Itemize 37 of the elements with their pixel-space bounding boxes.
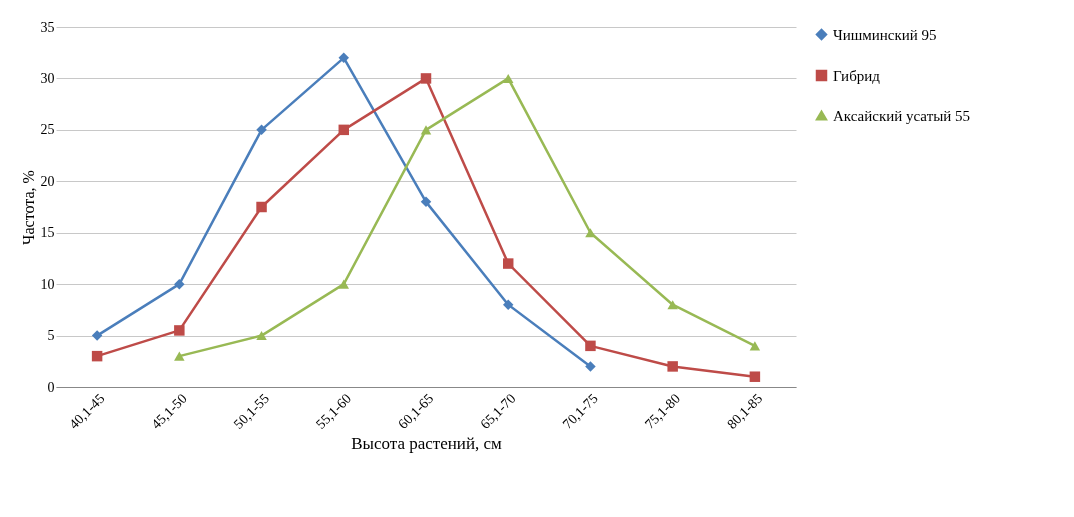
point	[174, 325, 185, 336]
point	[338, 124, 350, 136]
y-tick-label: 35	[40, 19, 55, 35]
point	[174, 351, 185, 361]
point	[502, 258, 514, 269]
y-tick-label: 20	[40, 173, 55, 189]
point	[502, 73, 514, 83]
legend-label: Аксайский усатый 55	[833, 107, 971, 124]
point	[256, 331, 267, 341]
point	[420, 73, 432, 84]
y-tick-label: 25	[40, 122, 55, 138]
point	[502, 299, 514, 310]
y-axis-title: Частота, %	[19, 170, 37, 245]
point	[91, 330, 103, 341]
point	[667, 300, 678, 310]
point	[749, 341, 761, 351]
point	[420, 125, 432, 135]
point	[91, 350, 103, 362]
y-tick-label: 30	[40, 70, 55, 86]
point	[338, 279, 350, 289]
x-axis-title: Высота растений, см	[351, 433, 503, 453]
y-tick-label: 0	[47, 379, 55, 395]
point	[420, 196, 432, 208]
point	[174, 278, 185, 290]
point	[585, 340, 596, 352]
y-tick-label: 5	[47, 328, 55, 344]
legend-label: Гибрид	[833, 67, 881, 84]
point	[585, 228, 596, 238]
legend-label: Чишминский 95	[833, 26, 937, 43]
y-tick-label: 15	[40, 225, 55, 241]
point	[256, 124, 267, 136]
point	[338, 52, 350, 64]
point	[256, 201, 267, 213]
point	[749, 371, 761, 382]
point	[667, 361, 678, 372]
y-tick-label: 10	[40, 276, 55, 292]
point	[585, 361, 596, 372]
